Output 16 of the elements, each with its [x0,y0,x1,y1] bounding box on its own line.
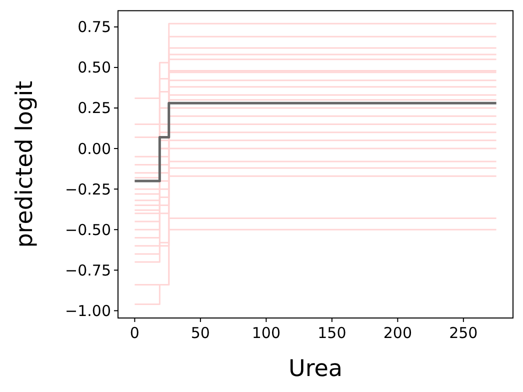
x-tick-label: 50 [190,324,210,342]
x-tick-label: 200 [383,324,412,342]
x-tick-label: 0 [130,324,140,342]
x-axis-title: Urea [288,356,343,382]
y-tick-label: −1.00 [65,302,111,320]
y-tick-label: −0.50 [65,220,111,239]
y-tick-label: −0.75 [65,261,111,280]
y-tick-label: −0.25 [65,180,111,198]
x-tick-label: 250 [449,324,478,342]
y-tick-label: 0.25 [78,99,111,118]
x-tick-label: 100 [252,324,281,342]
y-tick-label: 0.75 [78,18,111,36]
y-tick-label: 0.50 [78,58,111,77]
x-tick-label: 150 [318,324,346,342]
y-axis-title: predicted logit [12,80,38,248]
y-tick-label: 0.00 [78,140,111,158]
